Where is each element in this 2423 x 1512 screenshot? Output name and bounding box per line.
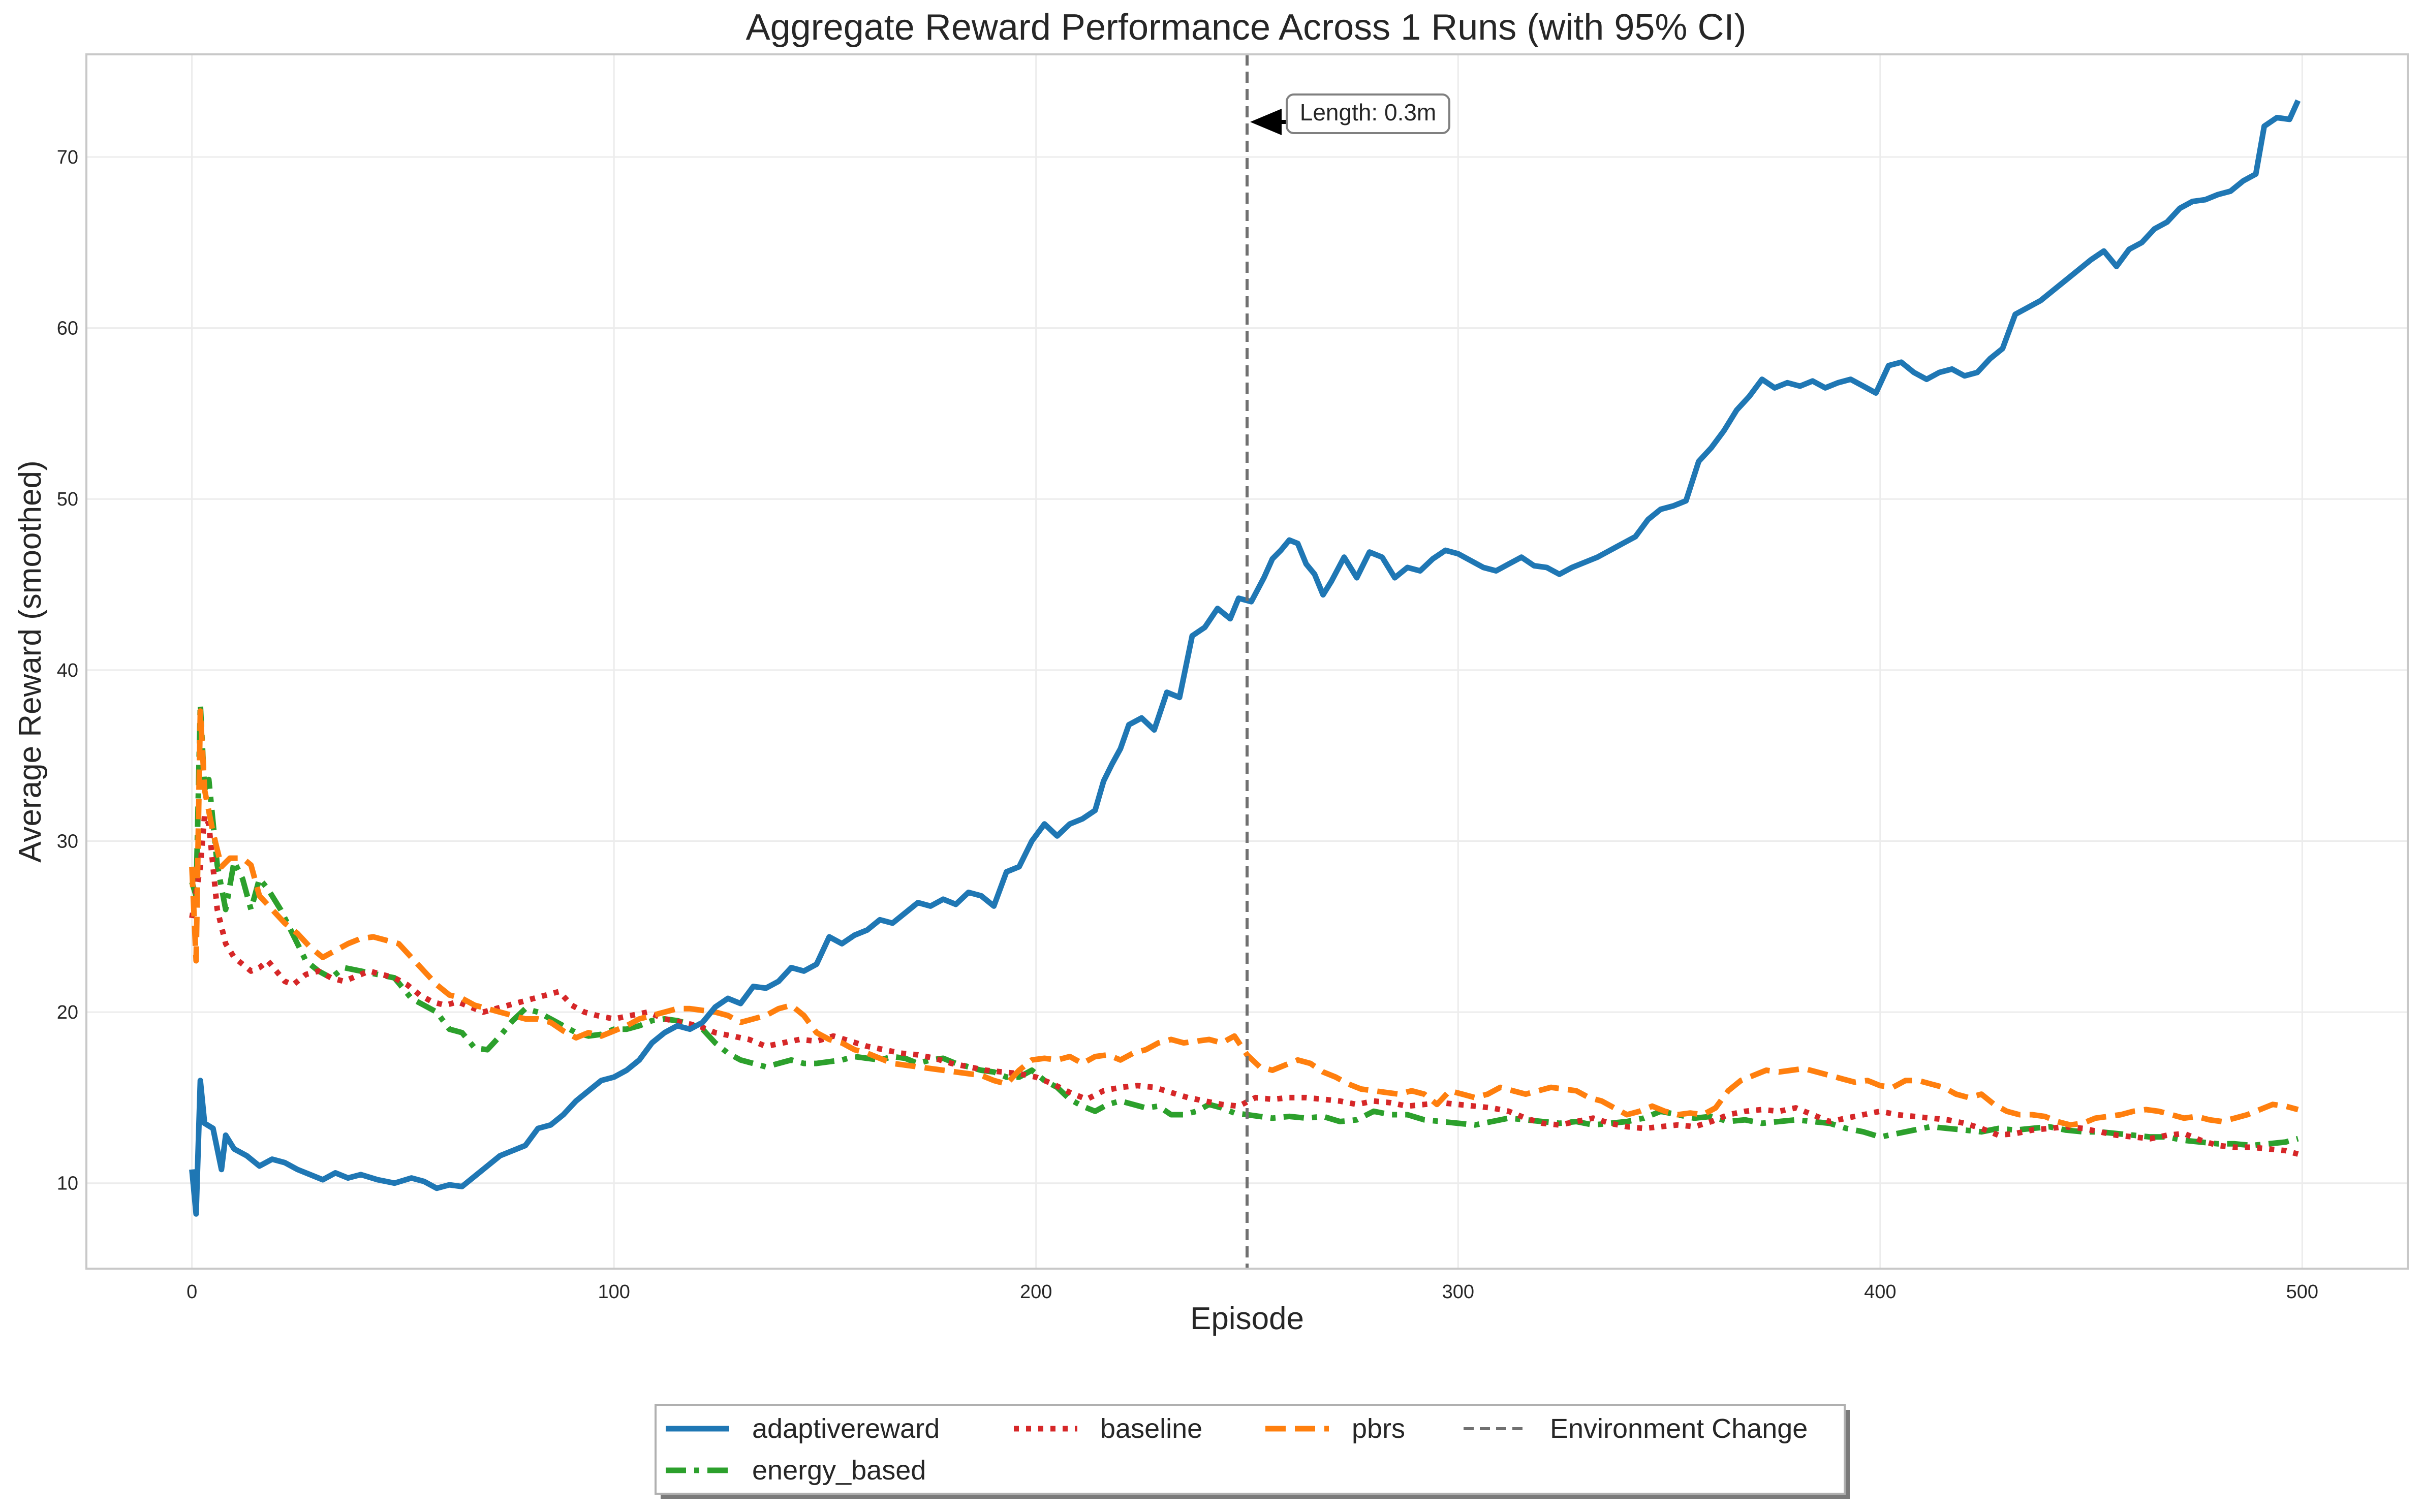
y-tick-label: 70 (57, 147, 78, 168)
legend-label: Environment Change (1550, 1413, 1808, 1444)
chart-title: Aggregate Reward Performance Across 1 Ru… (746, 7, 1747, 48)
legend-label: energy_based (752, 1455, 926, 1486)
legend-label: adaptivereward (752, 1413, 940, 1444)
series-line-adaptivereward (189, 99, 2301, 1217)
plot-frame (85, 53, 2409, 1270)
axis-ticks: 0 100 200 300 400 500 10 20 30 40 50 60 70 (57, 147, 2318, 1303)
y-tick-label: 40 (57, 660, 78, 681)
x-tick-label: 400 (1864, 1281, 1896, 1303)
legend-label: pbrs (1352, 1413, 1405, 1444)
series-line-baseline (189, 812, 2299, 1157)
x-tick-label: 500 (2286, 1281, 2318, 1303)
x-axis-label: Episode (1190, 1301, 1304, 1336)
y-tick-label: 50 (57, 489, 78, 510)
y-tick-label: 20 (57, 1002, 78, 1023)
x-tick-label: 0 (187, 1281, 197, 1303)
annotation-box (1286, 93, 1450, 134)
y-axis-label: Average Reward (smoothed) (13, 460, 48, 862)
annotation-arrow (1250, 109, 1289, 135)
legend: adaptivereward energy_based baseline pbrs En… (655, 1404, 1850, 1499)
x-tick-label: 100 (598, 1281, 630, 1303)
x-tick-label: 200 (1020, 1281, 1052, 1303)
y-tick-label: 30 (57, 831, 78, 852)
annotation-text: Length: 0.3m (1300, 99, 1437, 125)
x-tick-label: 300 (1442, 1281, 1474, 1303)
annotation: Length: 0.3m (1250, 93, 1450, 135)
series-lines (189, 99, 2301, 1217)
y-tick-label: 60 (57, 318, 78, 339)
legend-label: baseline (1100, 1413, 1202, 1444)
series-line-pbrs (189, 708, 2299, 1128)
y-tick-label: 10 (57, 1173, 78, 1194)
legend-frame (655, 1404, 1846, 1495)
series-line-energy-based (189, 701, 2299, 1149)
